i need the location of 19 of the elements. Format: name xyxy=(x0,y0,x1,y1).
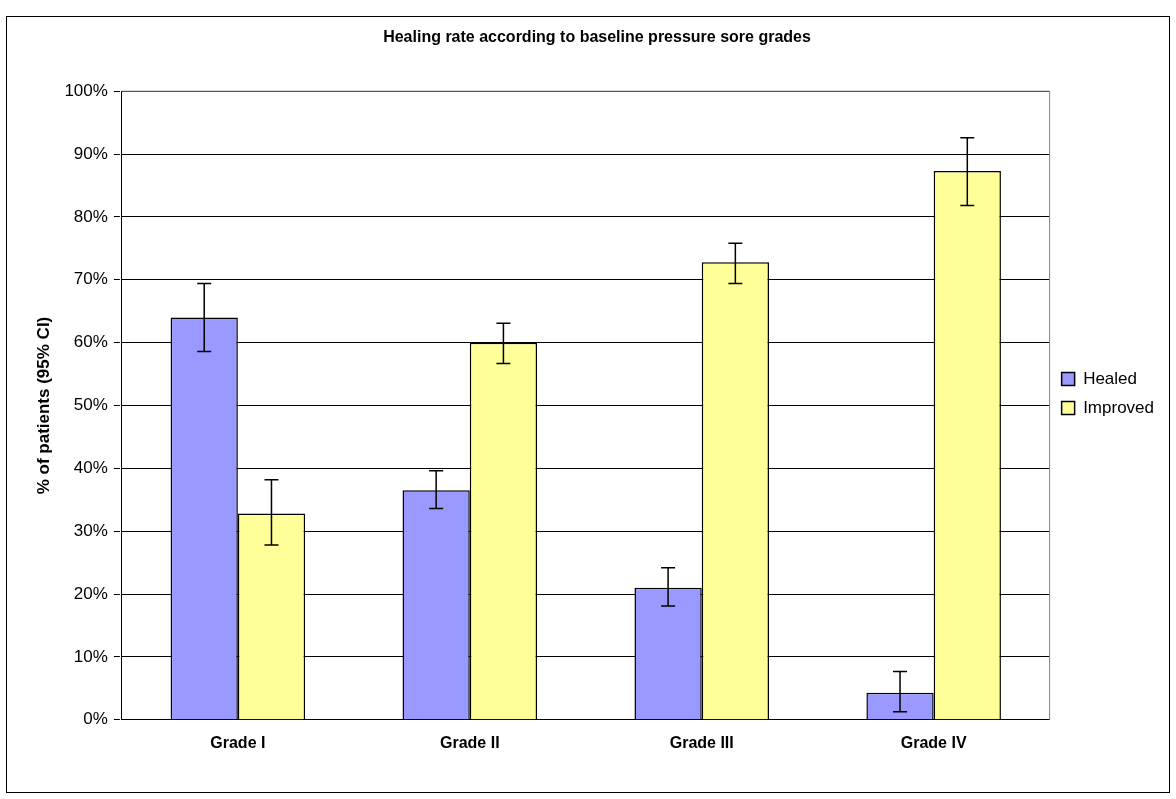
y-tick-label: 90% xyxy=(73,143,108,163)
chart-title: Healing rate according to baseline pressure sore grades xyxy=(383,28,811,46)
y-tick-label: 70% xyxy=(73,269,108,289)
x-tick-label: Grade III xyxy=(669,733,734,751)
legend-label: Healed xyxy=(1083,368,1138,388)
y-tick-label: 20% xyxy=(73,583,108,603)
y-tick-label: 50% xyxy=(73,395,108,415)
y-tick-label: 30% xyxy=(73,520,108,540)
y-tick-label: 80% xyxy=(73,206,108,226)
x-tick-label: Grade II xyxy=(440,733,500,751)
legend-label: Improved xyxy=(1083,397,1155,417)
x-tick-label: Grade I xyxy=(210,733,266,751)
y-tick-label: 10% xyxy=(73,646,108,666)
y-tick-label: 100% xyxy=(64,80,108,100)
y-tick-label: 60% xyxy=(73,332,108,352)
y-tick-label: 0% xyxy=(83,709,108,729)
x-tick-label: Grade IV xyxy=(900,733,967,751)
y-tick-label: 40% xyxy=(73,458,108,478)
y-axis-title: % of patients (95% CI) xyxy=(33,316,53,495)
